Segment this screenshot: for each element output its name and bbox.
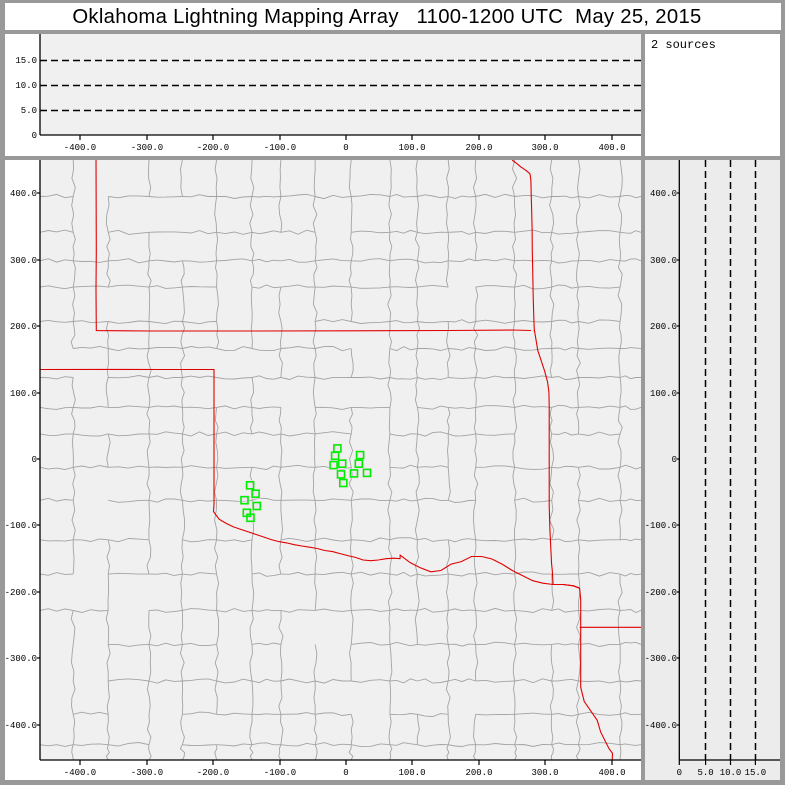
svg-text:-300.0: -300.0 [131, 143, 163, 153]
svg-text:-200.0: -200.0 [197, 768, 229, 778]
svg-text:400.0: 400.0 [598, 143, 625, 153]
svg-text:-400.0: -400.0 [64, 143, 96, 153]
svg-text:15.0: 15.0 [745, 768, 767, 778]
svg-text:100.0: 100.0 [10, 389, 37, 399]
svg-text:200.0: 200.0 [650, 322, 677, 332]
svg-text:0: 0 [343, 143, 348, 153]
svg-text:5.0: 5.0 [697, 768, 713, 778]
svg-text:-400.0: -400.0 [645, 721, 677, 731]
svg-text:-400.0: -400.0 [64, 768, 96, 778]
svg-text:-100.0: -100.0 [5, 521, 37, 531]
svg-text:-100.0: -100.0 [645, 521, 677, 531]
svg-text:0: 0 [32, 131, 37, 141]
svg-text:400.0: 400.0 [10, 189, 37, 199]
svg-text:200.0: 200.0 [465, 768, 492, 778]
svg-text:300.0: 300.0 [10, 256, 37, 266]
svg-text:-200.0: -200.0 [645, 588, 677, 598]
svg-text:300.0: 300.0 [650, 256, 677, 266]
svg-text:-200.0: -200.0 [5, 588, 37, 598]
svg-text:10.0: 10.0 [15, 81, 37, 91]
svg-text:300.0: 300.0 [531, 143, 558, 153]
svg-text:200.0: 200.0 [10, 322, 37, 332]
svg-text:0: 0 [32, 455, 37, 465]
svg-text:100.0: 100.0 [650, 389, 677, 399]
svg-text:100.0: 100.0 [398, 143, 425, 153]
svg-text:10.0: 10.0 [720, 768, 742, 778]
svg-text:-400.0: -400.0 [5, 721, 37, 731]
svg-text:15.0: 15.0 [15, 56, 37, 66]
svg-text:100.0: 100.0 [398, 768, 425, 778]
svg-text:-100.0: -100.0 [264, 768, 296, 778]
svg-text:-300.0: -300.0 [5, 654, 37, 664]
svg-text:0: 0 [677, 768, 682, 778]
svg-text:300.0: 300.0 [531, 768, 558, 778]
svg-text:-100.0: -100.0 [264, 143, 296, 153]
svg-text:200.0: 200.0 [465, 143, 492, 153]
svg-text:0: 0 [672, 455, 677, 465]
svg-text:400.0: 400.0 [650, 189, 677, 199]
svg-text:5.0: 5.0 [21, 106, 37, 116]
svg-text:-300.0: -300.0 [645, 654, 677, 664]
svg-text:-200.0: -200.0 [197, 143, 229, 153]
svg-text:0: 0 [343, 768, 348, 778]
svg-text:-300.0: -300.0 [131, 768, 163, 778]
svg-text:400.0: 400.0 [598, 768, 625, 778]
